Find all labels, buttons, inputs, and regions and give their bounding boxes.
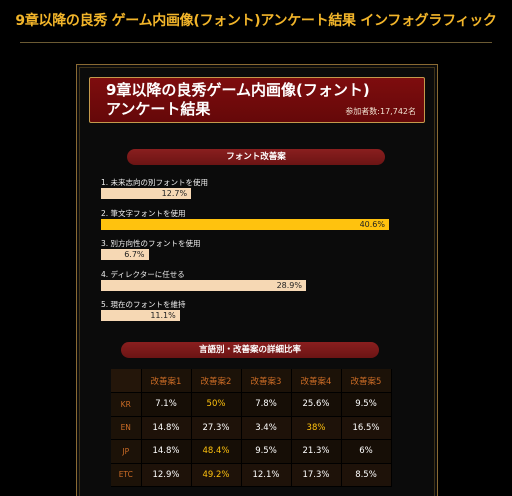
section-header-language-ratio: 言語別・改善案の詳細比率 bbox=[121, 342, 379, 358]
table-cell: 14.8% bbox=[141, 439, 192, 464]
proposal-label: 1. 未来志向の別フォントを使用 bbox=[101, 178, 209, 187]
proposal-track: 12.7% bbox=[101, 188, 389, 199]
banner-title-line2: アンケート結果 bbox=[106, 100, 211, 118]
proposal-label: 2. 筆文字フォントを使用 bbox=[101, 208, 186, 218]
proposal-value-label: 28.9% bbox=[276, 280, 302, 290]
table-cell: 50% bbox=[191, 392, 242, 417]
table-row: KR 7.1% 50% 7.8% 25.6% 9.5% bbox=[111, 392, 392, 417]
table-cell: 49.2% bbox=[191, 463, 242, 487]
table-cell: 7.8% bbox=[241, 392, 292, 417]
proposal-label: 5. 現在のフォントを維持 bbox=[101, 300, 186, 309]
page-title: 9章以降の良秀 ゲーム内画像(フォント)アンケート結果 インフォグラフィック bbox=[15, 13, 497, 29]
proposal-track: 6.7% bbox=[101, 249, 389, 260]
proposal-value-label: 6.7% bbox=[124, 250, 145, 259]
proposal-bar: 40.6% bbox=[101, 218, 389, 230]
table-cell: 21.3% bbox=[291, 439, 342, 464]
table-cell: 8.5% bbox=[341, 463, 392, 487]
table-cell: 9.5% bbox=[241, 439, 292, 464]
table-cell: 48.4% bbox=[191, 439, 242, 464]
table-row-header: JP bbox=[111, 439, 142, 464]
proposal-bar: 6.7% bbox=[101, 249, 149, 260]
table-column-header: 改善案5 bbox=[341, 369, 392, 393]
table-cell: 6% bbox=[341, 439, 392, 464]
table-column-header: 改善案2 bbox=[191, 369, 242, 393]
table-cell: 7.1% bbox=[141, 392, 192, 417]
proposal-value-label: 40.6% bbox=[359, 219, 385, 229]
table-cell: 12.1% bbox=[241, 463, 292, 487]
table-cell: 12.9% bbox=[141, 463, 192, 487]
table-row-header: ETC bbox=[111, 463, 142, 487]
table-cell: 25.6% bbox=[291, 392, 342, 417]
table-cell: 27.3% bbox=[191, 416, 242, 440]
banner-title: 9章以降の良秀ゲーム内画像(フォント) アンケート結果 bbox=[106, 81, 406, 119]
proposal-label: 3. 別方向性のフォントを使用 bbox=[101, 239, 201, 248]
proposal-track: 11.1% bbox=[101, 310, 389, 321]
table-cell: 17.3% bbox=[291, 463, 342, 487]
table-column-header: 改善案3 bbox=[241, 369, 292, 393]
table-cell: 16.5% bbox=[341, 416, 392, 440]
table-column-header: 改善案1 bbox=[141, 369, 192, 393]
table-cell: 9.5% bbox=[341, 392, 392, 417]
table-corner-cell bbox=[111, 369, 142, 393]
table-row-header: EN bbox=[111, 416, 142, 440]
table-row-header: KR bbox=[111, 392, 142, 417]
proposal-track: 40.6% bbox=[101, 218, 389, 230]
proposal-bar: 28.9% bbox=[101, 279, 306, 291]
table-row: EN 14.8% 27.3% 3.4% 38% 16.5% bbox=[111, 416, 392, 440]
section-header-font-proposals: フォント改善案 bbox=[127, 149, 385, 165]
title-divider bbox=[20, 42, 492, 43]
banner-title-line1: 9章以降の良秀ゲーム内画像(フォント) bbox=[106, 81, 370, 99]
table-column-header: 改善案4 bbox=[291, 369, 342, 393]
proposal-value-label: 12.7% bbox=[161, 189, 188, 198]
title-banner: 9章以降の良秀ゲーム内画像(フォント) アンケート結果 参加者数:17,742名 bbox=[89, 77, 425, 123]
proposal-bar: 12.7% bbox=[101, 188, 192, 199]
participant-count: 参加者数:17,742名 bbox=[345, 107, 416, 116]
infographic-card: 9章以降の良秀ゲーム内画像(フォント) アンケート結果 参加者数:17,742名… bbox=[76, 64, 438, 496]
proposal-label: 4. ディレクターに任せる bbox=[101, 269, 185, 279]
table-row: JP 14.8% 48.4% 9.5% 21.3% 6% bbox=[111, 439, 392, 464]
proposal-track: 28.9% bbox=[101, 279, 389, 291]
proposal-value-label: 11.1% bbox=[150, 311, 176, 320]
language-ratio-table: 改善案1 改善案2 改善案3 改善案4 改善案5 KR 7.1% 50% 7.8% 25.6% 9… bbox=[111, 369, 392, 487]
table-cell: 14.8% bbox=[141, 416, 192, 440]
table-cell: 38% bbox=[291, 416, 342, 440]
table-cell: 3.4% bbox=[241, 416, 292, 440]
proposal-bar: 11.1% bbox=[101, 310, 180, 321]
table-row: ETC 12.9% 49.2% 12.1% 17.3% 8.5% bbox=[111, 463, 392, 487]
